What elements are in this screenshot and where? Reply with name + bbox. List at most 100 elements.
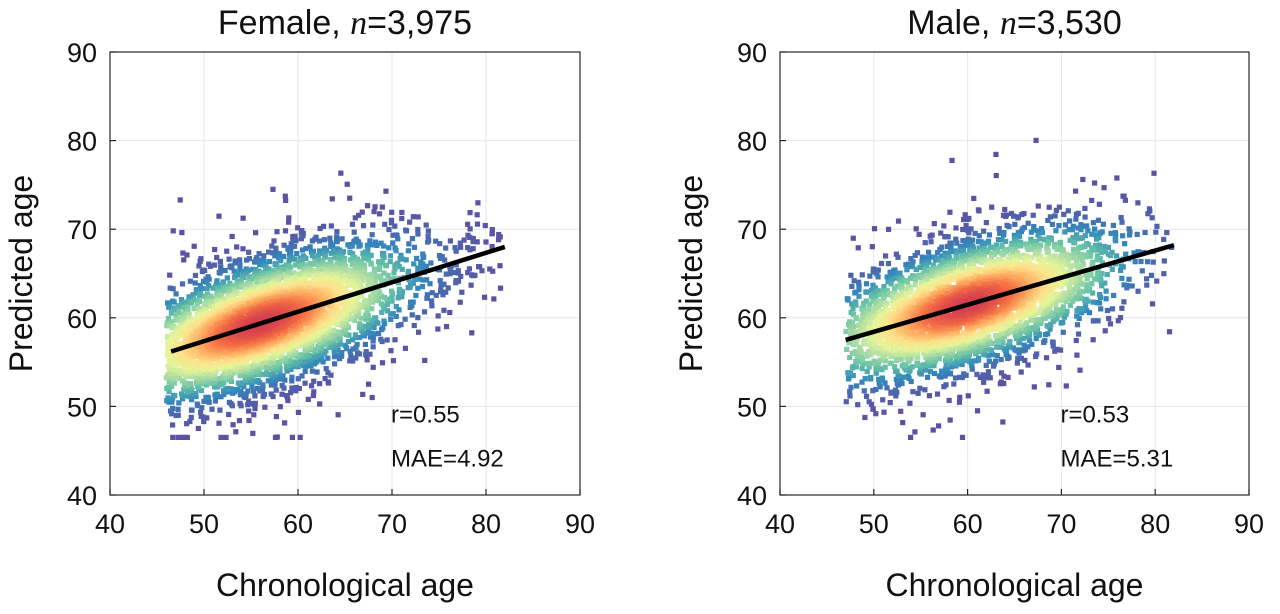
data-point [213, 283, 219, 289]
data-point [388, 316, 394, 322]
data-point [241, 301, 247, 307]
data-point [336, 266, 342, 272]
data-point [169, 383, 175, 389]
data-point [388, 348, 394, 354]
data-point [164, 352, 170, 358]
data-point [1059, 306, 1065, 313]
data-point [1089, 231, 1095, 237]
mae-label: MAE=4.92 [391, 446, 504, 473]
data-point [322, 376, 328, 382]
data-point [202, 334, 208, 340]
data-point [382, 221, 388, 227]
data-point [393, 313, 399, 319]
data-point [317, 381, 323, 387]
data-point [923, 264, 929, 271]
data-point [223, 434, 229, 441]
data-point [309, 268, 315, 274]
data-point [887, 399, 893, 406]
data-point [196, 360, 202, 366]
data-point [378, 240, 384, 246]
data-point [206, 276, 212, 282]
data-point [951, 261, 957, 267]
data-point [413, 292, 419, 299]
data-point [388, 288, 395, 294]
data-point [962, 212, 968, 218]
data-point [961, 349, 967, 355]
data-point [965, 393, 971, 399]
data-point [882, 253, 889, 259]
data-point [415, 315, 421, 321]
data-point [209, 308, 216, 314]
y-tick-label: 70 [67, 215, 97, 245]
data-point [369, 232, 375, 238]
data-point [1074, 313, 1080, 319]
data-point [411, 244, 418, 250]
data-point [245, 379, 251, 385]
data-point [381, 254, 387, 260]
data-point [1025, 220, 1031, 226]
data-point [475, 200, 481, 206]
data-point [202, 302, 209, 309]
data-point [904, 279, 911, 285]
data-point [1028, 236, 1034, 242]
data-point [1134, 231, 1140, 237]
data-point [862, 376, 868, 382]
data-point [323, 336, 329, 342]
data-point [1104, 271, 1110, 278]
data-point [465, 245, 471, 251]
data-point [447, 267, 453, 273]
data-point [329, 287, 335, 293]
data-point [292, 233, 298, 239]
data-point [184, 252, 190, 258]
data-point [846, 374, 852, 380]
data-point [1069, 227, 1075, 233]
data-point [335, 286, 341, 292]
data-point [1095, 276, 1101, 282]
x-tick-label: 70 [377, 509, 407, 539]
data-point [405, 248, 411, 254]
data-point [175, 304, 182, 310]
data-point [408, 299, 414, 305]
data-point [252, 230, 259, 236]
data-point [189, 354, 195, 360]
data-point [295, 304, 301, 310]
data-point [278, 350, 285, 356]
data-point [170, 360, 176, 366]
data-point [337, 247, 343, 253]
data-point [976, 233, 982, 239]
data-point [1013, 243, 1019, 249]
data-point [376, 266, 382, 272]
data-point [859, 379, 865, 385]
data-point [1095, 217, 1102, 223]
data-point [238, 278, 244, 284]
data-point [209, 358, 215, 364]
data-point [885, 226, 892, 232]
data-point [943, 255, 949, 261]
data-point [1085, 242, 1092, 248]
data-point [1084, 282, 1091, 288]
data-point [357, 321, 363, 327]
data-point [376, 259, 382, 265]
data-point [365, 282, 371, 289]
data-point [1121, 193, 1127, 199]
data-point [1142, 229, 1148, 236]
data-point [286, 319, 292, 325]
data-point [315, 257, 321, 263]
data-point [373, 274, 379, 280]
data-point [278, 258, 284, 264]
data-point [216, 420, 222, 426]
data-point [1049, 221, 1056, 227]
data-point [403, 257, 409, 263]
data-point [229, 233, 235, 240]
data-point [474, 221, 481, 227]
data-point [295, 352, 301, 358]
data-point [173, 313, 179, 319]
data-point [226, 256, 232, 262]
data-point [1021, 342, 1027, 348]
data-point [176, 309, 182, 316]
data-point [1047, 326, 1053, 332]
data-point [234, 244, 240, 250]
data-point [406, 241, 412, 247]
data-point [467, 210, 473, 216]
data-point [286, 219, 292, 225]
